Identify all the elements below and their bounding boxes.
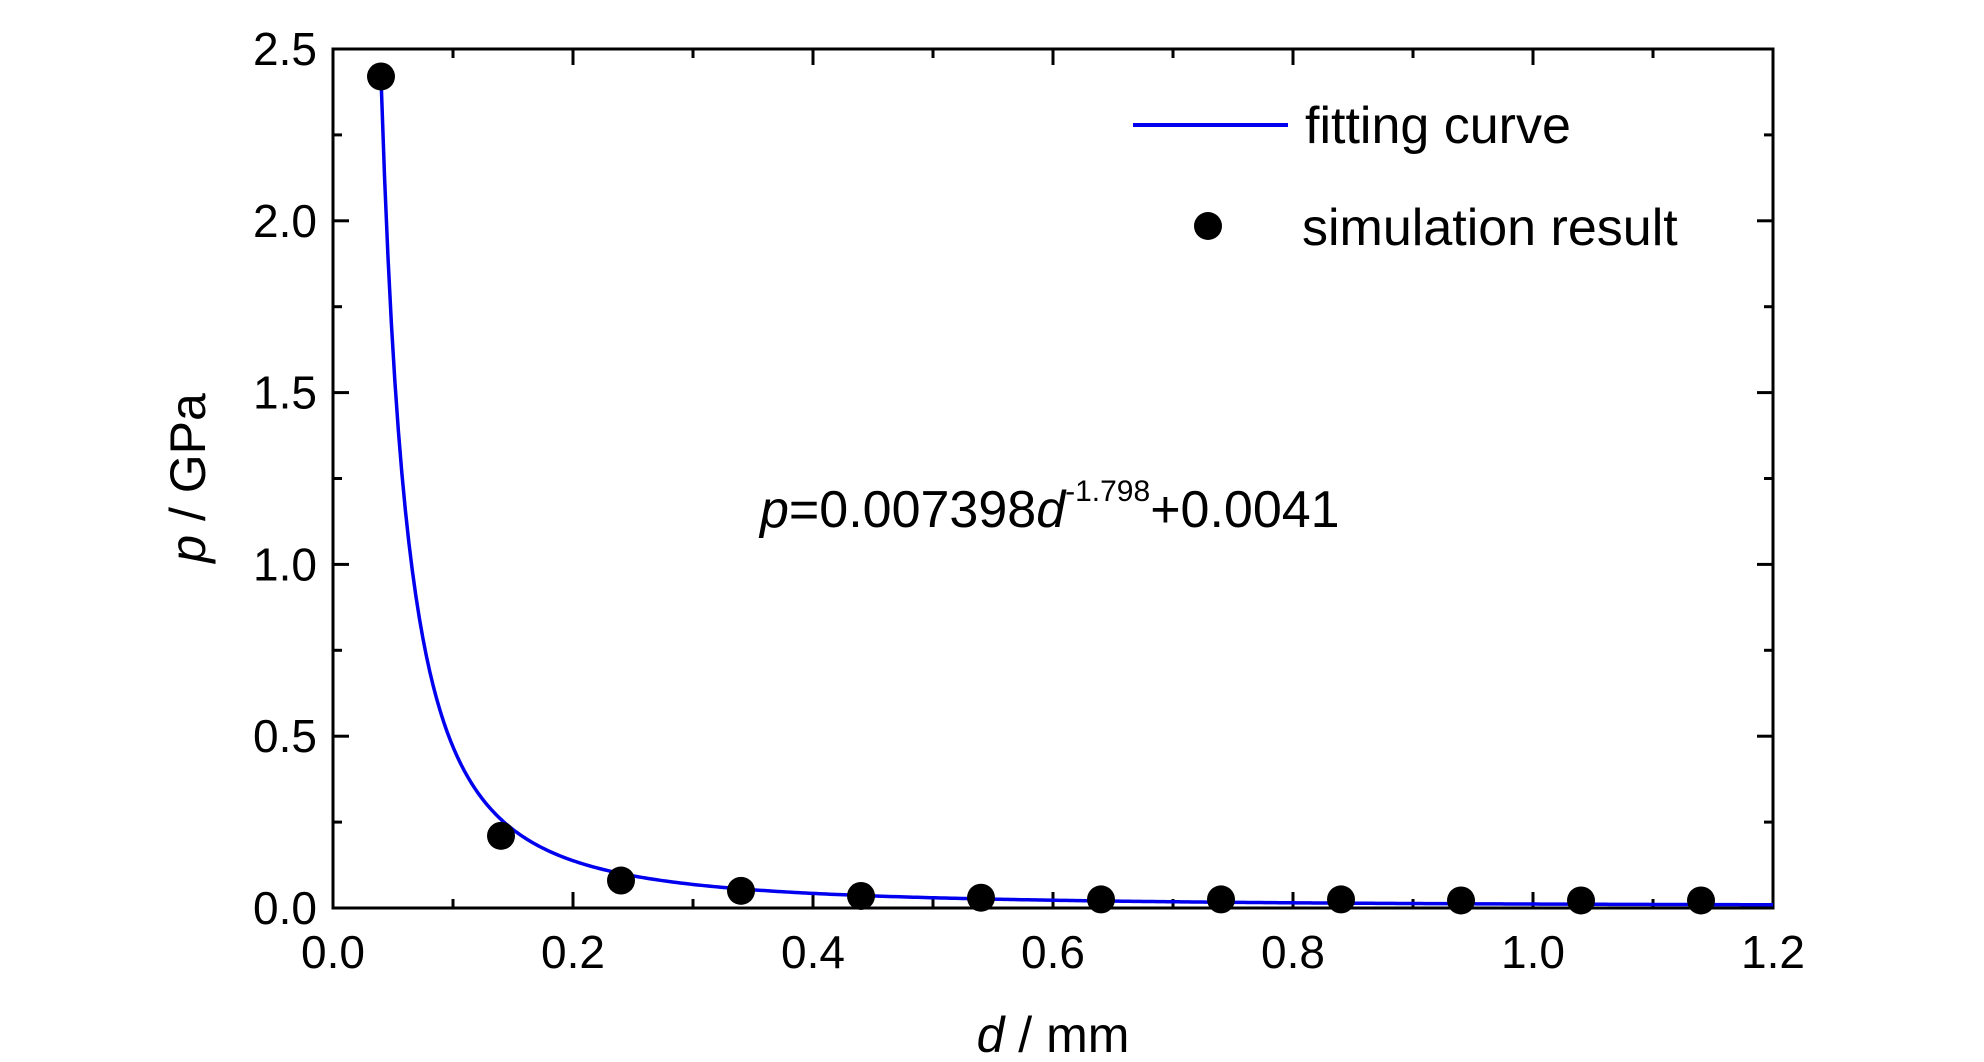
simulation-points [367,62,1715,915]
y-tick-label: 1.5 [253,367,317,419]
legend-label-fitting-curve: fitting curve [1305,97,1571,155]
x-tick-label: 0.8 [1261,926,1325,978]
legend-marker-simulation [1194,212,1222,240]
data-point [1327,885,1355,914]
equation-var-p: p [758,481,789,539]
ticks [331,47,1775,910]
y-axis-unit: / GPa [160,393,216,535]
x-tick-label: 0.6 [1021,926,1085,978]
data-point [847,881,875,910]
data-point [1687,886,1715,915]
legend-label-simulation-result: simulation result [1302,199,1678,257]
x-tick-label: 0.0 [301,926,365,978]
x-axis-title: d / mm [977,1007,1130,1062]
x-tick-label: 1.0 [1501,926,1565,978]
data-point [607,866,635,895]
y-tick-label: 1.0 [253,538,317,590]
tick-labels: 0.0 0.2 0.4 0.6 0.8 1.0 1.2 0.0 0.5 1.0 1.5 2.0 2.5 [253,23,1805,978]
x-axis-unit: / mm [1004,1007,1129,1062]
data-point [487,821,515,850]
x-tick-label: 0.2 [541,926,605,978]
y-axis-var: p [160,535,216,565]
data-point [1447,886,1475,915]
data-point [367,62,395,91]
equation-coefficient: =0.007398 [789,481,1036,539]
data-point [727,876,755,905]
data-point [967,883,995,912]
data-point [1207,885,1235,914]
equation-tail: +0.0041 [1150,481,1339,539]
y-tick-label: 2.0 [253,195,317,247]
x-tick-label: 1.2 [1741,926,1805,978]
x-tick-label: 0.4 [781,926,845,978]
legend: fitting curve simulation result [1133,97,1678,257]
y-tick-label: 0.0 [253,882,317,934]
plot-frame [331,47,1775,910]
equation-exponent: -1.798 [1065,475,1150,508]
equation-var-d: d [1036,481,1067,539]
data-point [1567,886,1595,915]
y-tick-label: 0.5 [253,710,317,762]
y-axis-title: p / GPa [160,393,216,565]
x-axis-var: d [977,1007,1007,1062]
equation-annotation: p=0.007398d-1.798+0.0041 [758,475,1340,539]
data-point [1087,885,1115,914]
y-tick-label: 2.5 [253,23,317,75]
